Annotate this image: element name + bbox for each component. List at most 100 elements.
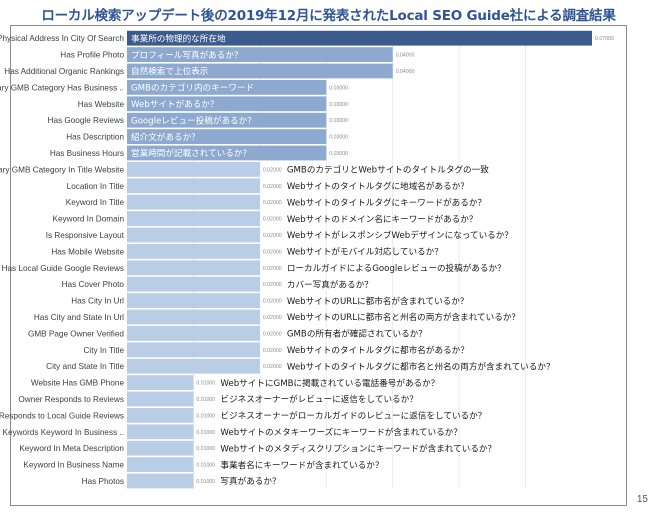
- annotation-label: Googleレビュー投稿があるか？: [131, 114, 256, 126]
- annotation-label: WebサイトのURLに都市名と州名の両方が含まれているか？: [287, 311, 520, 323]
- annotation-label: 紹介文があるか？: [131, 131, 200, 143]
- category-label: GMB Page Owner Verified: [28, 329, 124, 338]
- category-label: Has Description: [66, 133, 124, 142]
- value-label: 0.02000: [263, 331, 282, 337]
- bar: [127, 162, 260, 177]
- value-label: 0.02000: [263, 167, 282, 173]
- value-label: 0.01000: [196, 397, 215, 403]
- bar: [127, 309, 260, 325]
- bar: [127, 326, 260, 341]
- annotation-label: 写真があるか？: [220, 475, 280, 487]
- annotation-label: Webサイトがあるか？: [131, 98, 219, 110]
- value-label: 0.04000: [396, 53, 415, 59]
- annotation-label: Webサイトのタイトルタグに地域名があるか？: [287, 180, 469, 192]
- category-label: City and State In Title: [46, 362, 124, 371]
- annotation-label: GMBの所有者が確認されているか？: [287, 328, 427, 340]
- bar: [127, 194, 260, 210]
- bar: [127, 227, 260, 243]
- bar: [127, 408, 194, 423]
- category-label: Is Responsive Layout: [46, 231, 125, 240]
- annotation-label: 営業時間が記載されているか？: [131, 147, 251, 159]
- annotation-label: 事業所の物理的な所在地: [131, 32, 226, 44]
- category-label: Keyword In Domain: [53, 215, 125, 224]
- bar: [127, 276, 260, 292]
- annotation-label: 自然検索で上位表示: [131, 65, 209, 77]
- annotation-label: カバー写真があるか？: [287, 278, 373, 290]
- value-label: 0.02000: [263, 233, 282, 239]
- value-label: 0.02000: [263, 364, 282, 370]
- bar: [127, 457, 194, 472]
- value-label: 0.01000: [196, 446, 215, 452]
- bar: [127, 145, 327, 161]
- annotation-label: Webサイトのタイトルタグに都市名があるか？: [287, 344, 469, 356]
- annotation-label: プロフィール写真があるか？: [131, 49, 243, 61]
- annotation-label: Webサイトのメタディスクリプションにキーワードが含まれているか？: [220, 442, 496, 454]
- annotation-label: Webサイトのドメイン名にキーワードがあるか？: [287, 213, 478, 225]
- value-label: 0.04000: [396, 69, 415, 75]
- category-label: City In Title: [84, 346, 125, 355]
- category-label: Location In Title: [67, 182, 125, 191]
- category-label: Primary GMB Category In Title Website: [0, 165, 124, 174]
- category-label: Has Additional Organic Rankings: [4, 67, 124, 76]
- category-label: Keyword In Business Name: [23, 461, 124, 470]
- category-label: Has Local Guide Google Reviews: [2, 264, 124, 273]
- value-label: 0.02000: [263, 266, 282, 272]
- bar: [127, 112, 327, 128]
- category-label: Has City and State In Url: [34, 313, 124, 322]
- annotation-label: Webサイトのタイトルタグにキーワードがあるか？: [287, 196, 486, 208]
- category-label: Has Profile Photo: [60, 51, 124, 60]
- value-label: 0.02000: [263, 299, 282, 305]
- category-label: Has Photos: [82, 477, 124, 486]
- annotation-label: WebサイトがレスポンシブWebデザインになっているか？: [287, 229, 513, 241]
- value-label: 0.02000: [263, 348, 282, 354]
- bar: [127, 391, 194, 407]
- category-label: Owner Responds to Local Guide Reviews: [0, 411, 124, 420]
- value-label: 0.03000: [329, 85, 348, 91]
- annotation-label: GMBのカテゴリ内のキーワード: [131, 82, 254, 94]
- value-label: 0.07000: [595, 36, 614, 42]
- bar: [127, 63, 393, 79]
- annotation-label: Webサイトのタイトルタグに都市名と州名の両方が含まれているか？: [287, 360, 555, 372]
- value-label: 0.02000: [263, 315, 282, 321]
- value-label: 0.02000: [263, 184, 282, 190]
- annotation-label: 事業者名にキーワードが含まれているか？: [220, 459, 383, 471]
- annotation-label: Webサイトがモバイル対応しているか？: [287, 246, 443, 258]
- annotation-label: WebサイトにGMBに掲載されている電話番号があるか？: [220, 377, 439, 389]
- category-label: Website Has GMB Phone: [31, 379, 125, 388]
- value-label: 0.02000: [263, 282, 282, 288]
- bar: [127, 424, 194, 440]
- bar: [127, 96, 327, 112]
- category-label: Keyword In Primary GMB Category Has Busi…: [0, 83, 124, 92]
- bar: [127, 244, 260, 259]
- category-label: Has Google Reviews: [48, 116, 124, 125]
- value-label: 0.01000: [196, 430, 215, 436]
- value-label: 0.01000: [196, 463, 215, 469]
- value-label: 0.01000: [196, 479, 215, 485]
- annotation-label: ビジネスオーナーがローカルガイドのレビューに返信をしているか？: [220, 410, 486, 422]
- category-label: Owner Responds to Reviews: [18, 395, 124, 404]
- value-label: 0.02000: [263, 217, 282, 223]
- value-label: 0.03000: [329, 135, 348, 141]
- value-label: 0.02000: [263, 249, 282, 255]
- annotation-label: ローカルガイドによるGoogleレビューの投稿があるか？: [287, 262, 506, 274]
- category-label: Has City In Url: [71, 297, 124, 306]
- annotation-label: WebサイトのURLに都市名が含まれているか？: [287, 295, 469, 307]
- bar: [127, 178, 260, 194]
- bar: [127, 342, 260, 358]
- category-label: Has Mobile Website: [51, 247, 124, 256]
- chart-title: ローカル検索アップデート後の2019年12月に発表されたLocal SEO Gu…: [41, 8, 616, 24]
- value-label: 0.02000: [263, 200, 282, 206]
- bar: [127, 47, 393, 62]
- annotation-label: GMBのカテゴリとWebサイトのタイトルタグの一致: [287, 164, 489, 176]
- value-label: 0.01000: [196, 381, 215, 387]
- value-label: 0.03000: [329, 151, 348, 157]
- category-label: Keyword In Meta Keywords Keyword In Busi…: [0, 428, 124, 437]
- category-label: Has Cover Photo: [62, 280, 125, 289]
- value-label: 0.03000: [329, 102, 348, 108]
- value-label: 0.03000: [329, 118, 348, 124]
- bar: [127, 211, 260, 226]
- annotation-label: Webサイトのメタキーワーズにキーワードが含まれているか？: [220, 426, 462, 438]
- bar: [127, 260, 260, 276]
- bar: [127, 473, 194, 489]
